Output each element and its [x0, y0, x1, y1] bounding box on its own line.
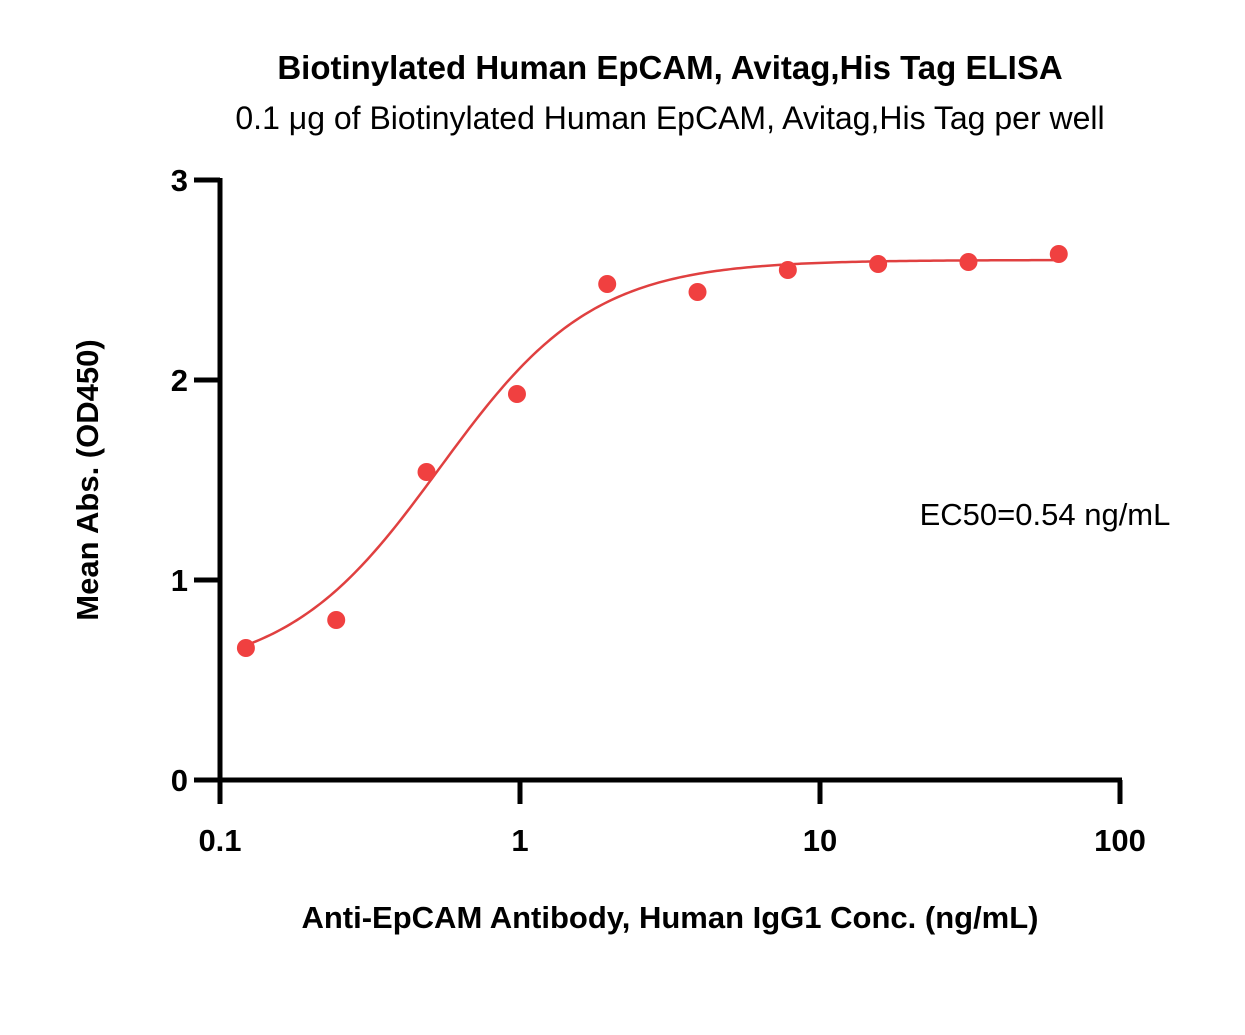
- data-point: [1049, 245, 1068, 263]
- y-tick-label: 1: [171, 563, 188, 598]
- y-tick-label: 3: [171, 163, 188, 198]
- x-axis-label: Anti-EpCAM Antibody, Human IgG1 Conc. (n…: [301, 900, 1038, 935]
- x-tick-label: 0.1: [198, 823, 241, 858]
- x-tick-label: 1: [511, 823, 528, 858]
- data-point: [688, 283, 707, 301]
- y-tick-label: 0: [171, 763, 188, 798]
- ec50-annotation: EC50=0.54 ng/mL: [920, 497, 1171, 532]
- data-point: [869, 255, 888, 273]
- chart-title: Biotinylated Human EpCAM, Avitag,His Tag…: [277, 49, 1062, 86]
- axes: 0 1 2 3 0.1 1 10 100: [171, 163, 1146, 858]
- data-point: [417, 463, 436, 481]
- data-point: [236, 639, 255, 657]
- chart-subtitle: 0.1 μg of Biotinylated Human EpCAM, Avit…: [235, 100, 1104, 136]
- data-point: [507, 385, 526, 403]
- data-point: [959, 253, 978, 271]
- fit-curve-group: [245, 258, 1059, 647]
- data-point: [598, 275, 617, 293]
- y-axis-label: Mean Abs. (OD450): [70, 339, 105, 620]
- data-points: [236, 245, 1068, 657]
- x-tick-label: 100: [1094, 823, 1146, 858]
- y-tick-label: 2: [171, 363, 188, 398]
- data-point: [778, 261, 797, 279]
- data-point: [327, 611, 346, 629]
- x-tick-label: 10: [803, 823, 837, 858]
- fit-curve-line: [245, 258, 1059, 647]
